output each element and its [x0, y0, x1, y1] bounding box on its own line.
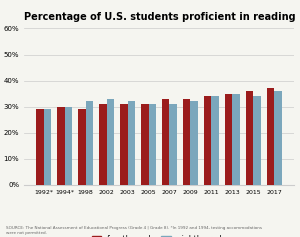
Bar	[204, 96, 212, 185]
Bar	[246, 91, 253, 185]
Bar	[141, 104, 148, 185]
Bar	[85, 101, 93, 185]
Bar	[36, 109, 43, 185]
Bar	[212, 96, 219, 185]
Bar	[44, 109, 51, 185]
Bar	[99, 104, 106, 185]
Text: Percentage of U.S. students proficient in reading: Percentage of U.S. students proficient i…	[24, 12, 296, 22]
Bar	[57, 107, 64, 185]
Bar	[267, 88, 274, 185]
Bar	[128, 101, 135, 185]
Bar	[274, 91, 282, 185]
Bar	[64, 107, 72, 185]
Legend: fourth grade, eighth grade: fourth grade, eighth grade	[90, 232, 228, 237]
Bar	[162, 99, 169, 185]
Bar	[225, 94, 232, 185]
Bar	[120, 104, 128, 185]
Bar	[169, 104, 177, 185]
Bar	[78, 109, 85, 185]
Text: SOURCE: The National Assessment of Educational Progress (Grade 4 | Grade 8). *In: SOURCE: The National Assessment of Educa…	[6, 226, 262, 235]
Bar	[190, 101, 198, 185]
Bar	[183, 99, 190, 185]
Bar	[232, 94, 240, 185]
Bar	[148, 104, 156, 185]
Bar	[106, 99, 114, 185]
Bar	[254, 96, 261, 185]
